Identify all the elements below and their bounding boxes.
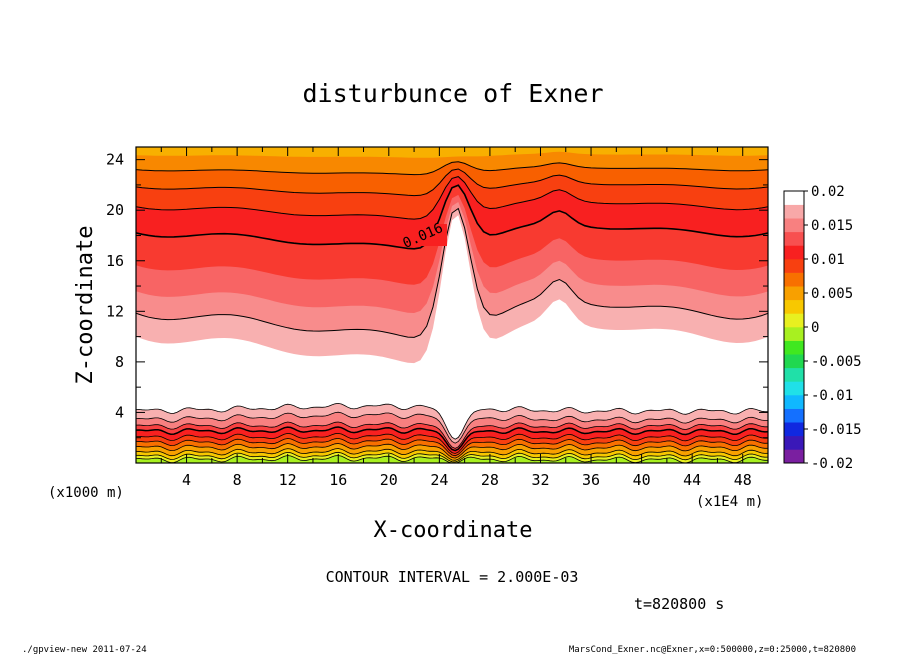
- y-tick-label: 20: [106, 201, 124, 219]
- contour-label-bg: [399, 224, 447, 246]
- colorbar-swatch: [784, 299, 804, 314]
- colorbar-swatch: [784, 422, 804, 437]
- colorbar-label: -0.015: [811, 422, 862, 438]
- colorbar-swatch: [784, 191, 804, 205]
- contour-line-lower-7: [136, 448, 768, 461]
- x-tick-label: 48: [734, 471, 752, 489]
- colorbar-swatch: [784, 381, 804, 396]
- colorbar-swatch: [784, 204, 804, 219]
- colorbar-swatch: [784, 245, 804, 260]
- chart-title: disturbunce of Exner: [302, 79, 603, 108]
- colorbar-swatch: [784, 340, 804, 355]
- x-tick-label: 12: [279, 471, 297, 489]
- contour-line-lower-4: [136, 432, 768, 454]
- contour-fill-upper-8: [136, 147, 768, 158]
- x-tick-label: 4: [182, 471, 191, 489]
- colorbar-label: 0.005: [811, 286, 853, 302]
- colorbar-swatch: [784, 367, 804, 382]
- colorbar-labels: 0.02 0.015 0.01 0.005 0 -0.005 -0.01 -0.015 -0.0…: [804, 184, 862, 472]
- plot-area: [136, 147, 768, 463]
- colorbar-swatch: [784, 408, 804, 423]
- y-tick-label: 12: [106, 302, 124, 320]
- colorbar-swatch: [784, 395, 804, 409]
- colorbar-swatch: [784, 435, 804, 450]
- colorbar-label: 0: [811, 320, 819, 336]
- x-unit-left: (x1000 m): [48, 485, 124, 501]
- contour-line-upper-4: [136, 184, 768, 250]
- x-unit-right: (x1E4 m): [696, 494, 763, 510]
- colorbar-swatch: [784, 231, 804, 246]
- y-axis-label: Z-coordinate: [73, 226, 98, 385]
- contour-lines: [136, 161, 768, 338]
- y-tick-label: 8: [115, 353, 124, 371]
- contour-line-lower-8: [136, 451, 768, 463]
- colorbar-swatch: [784, 449, 804, 464]
- footer-right: MarsCond_Exner.nc@Exner,x=0:500000,z=0:2…: [569, 645, 856, 654]
- contour-line-lower-2: [136, 421, 768, 449]
- x-tick-label: 36: [582, 471, 600, 489]
- contour-fills: [136, 147, 768, 364]
- plot-frame: [135, 146, 769, 464]
- x-tick-label: 40: [633, 471, 651, 489]
- colorbar: [784, 191, 804, 464]
- contour-line-lower-3: [136, 426, 768, 452]
- colorbar-swatch: [784, 313, 804, 328]
- bottom-contour-fills: [136, 402, 768, 463]
- contour-interval-text: CONTOUR INTERVAL = 2.000E-03: [326, 568, 579, 586]
- contour-line-lower-5: [136, 437, 768, 457]
- contour-line-upper-5: [136, 176, 768, 220]
- x-ticks: 4 8 12 16 20 24 28 32 36 40 44 48: [160, 147, 752, 489]
- x-tick-label: 24: [430, 471, 448, 489]
- colorbar-swatch: [784, 218, 804, 233]
- contour-line-upper-1: [136, 207, 768, 338]
- x-tick-label: 8: [233, 471, 242, 489]
- colorbar-label: 0.01: [811, 252, 845, 268]
- y-tick-label: 16: [106, 252, 124, 270]
- footer-left: ./gpview-new 2011-07-24: [22, 645, 147, 654]
- x-tick-label: 28: [481, 471, 499, 489]
- colorbar-swatch: [784, 327, 804, 341]
- y-ticks: 4 8 12 16 20 24: [106, 151, 768, 439]
- colorbar-swatch: [784, 259, 804, 273]
- y-tick-label: 24: [106, 151, 124, 169]
- colorbar-label: -0.01: [811, 388, 853, 404]
- y-tick-label: 4: [115, 403, 124, 421]
- contour-line-lower-6: [136, 443, 768, 459]
- colorbar-swatch: [784, 354, 804, 369]
- x-axis-label: X-coordinate: [374, 518, 533, 543]
- colorbar-label: 0.02: [811, 184, 845, 200]
- contour-line-lower-1: [136, 411, 768, 444]
- contour-line-lower-9: [136, 455, 768, 463]
- x-tick-label: 16: [329, 471, 347, 489]
- colorbar-label: -0.005: [811, 354, 862, 370]
- contour-line-upper-6: [136, 168, 768, 197]
- contour-line-lower-0: [136, 402, 768, 440]
- colorbar-swatch: [784, 286, 804, 301]
- colorbar-label: -0.02: [811, 456, 853, 472]
- x-tick-label: 32: [531, 471, 549, 489]
- colorbar-swatch: [784, 272, 804, 287]
- x-tick-label: 44: [683, 471, 701, 489]
- contour-line-upper-7: [136, 161, 768, 176]
- colorbar-label: 0.015: [811, 218, 853, 234]
- x-tick-label: 20: [380, 471, 398, 489]
- time-text: t=820800 s: [634, 595, 724, 613]
